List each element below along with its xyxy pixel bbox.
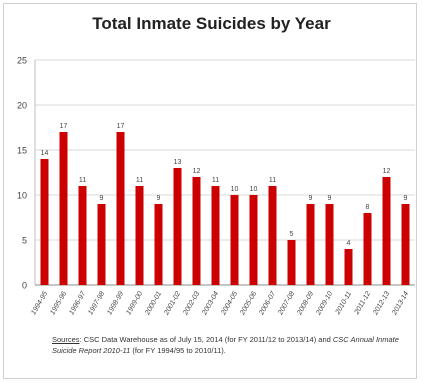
bar (363, 213, 372, 285)
bar (325, 204, 334, 285)
bar (306, 204, 315, 285)
data-label: 10 (231, 186, 239, 193)
y-tick-label: 5 (22, 236, 27, 246)
data-label: 5 (290, 231, 294, 238)
bar (192, 177, 201, 285)
x-tick-label: 2009-10 (315, 290, 334, 317)
data-label: 12 (383, 168, 391, 175)
source-label: Sources (52, 335, 80, 344)
bar (344, 249, 353, 285)
x-tick-label: 2004-05 (220, 290, 239, 317)
bar (40, 159, 49, 285)
axes (34, 60, 415, 286)
x-tick-label: 2002-03 (182, 290, 201, 317)
x-tick-label: 2007-08 (277, 290, 296, 317)
x-tick-label: 1999-00 (125, 290, 144, 316)
data-label: 9 (157, 195, 161, 202)
bar (287, 240, 296, 285)
data-label: 8 (366, 204, 370, 211)
x-tick-label: 1996-97 (68, 290, 87, 317)
gridlines (35, 59, 415, 241)
bar (249, 195, 258, 285)
source-colon: : (79, 335, 82, 344)
data-label: 9 (309, 195, 313, 202)
source-text-1: CSC Data Warehouse as of July 15, 2014 (… (81, 335, 333, 344)
x-tick-label: 1997-98 (87, 290, 106, 316)
x-tick-label: 2006-07 (258, 290, 278, 318)
data-label: 9 (328, 195, 332, 202)
data-label: 4 (347, 240, 351, 247)
bar (59, 132, 68, 285)
x-tick-label: 2005-06 (239, 290, 258, 317)
bar (78, 186, 87, 285)
bar (211, 186, 220, 285)
y-tick-label: 20 (17, 101, 27, 111)
y-tick-label: 0 (22, 281, 27, 291)
x-tick-label: 2001-02 (163, 290, 182, 317)
source-text-2: (for FY 1994/95 to 2010/11). (130, 346, 226, 355)
data-label: 10 (250, 186, 258, 193)
data-labels: 14 17 11 9 17 11 9 13 12 11 10 10 11 5 9 9 4 8 12 9 (41, 123, 408, 247)
bar (382, 177, 391, 285)
bar (135, 186, 144, 285)
chart-title: Total Inmate Suicides by Year (92, 14, 331, 33)
x-tick-label: 2012-13 (372, 290, 391, 317)
data-label: 12 (193, 168, 201, 175)
x-tick-label: 2008-09 (296, 290, 315, 317)
x-tick-label: 2003-04 (201, 290, 220, 317)
x-tick-label: 2010-11 (334, 290, 353, 316)
x-tick-label: 2011-12 (353, 290, 372, 316)
bar (268, 186, 277, 285)
data-label: 11 (136, 177, 143, 184)
source-note: Sources: CSC Data Warehouse as of July 1… (52, 334, 402, 356)
x-tick-label: 2000-01 (144, 290, 163, 317)
data-label: 9 (100, 195, 104, 202)
x-tick-label: 1995-96 (49, 290, 68, 316)
bar (173, 168, 182, 285)
bars (40, 132, 410, 285)
x-tick-label: 1994-95 (30, 290, 49, 316)
bar (154, 204, 163, 285)
data-label: 13 (174, 159, 182, 166)
y-tick-label: 25 (17, 56, 27, 66)
source-report-title: CSC Annual Inmate Suicide Report 2010-11 (52, 335, 399, 355)
x-tick-label: 2013-14 (391, 290, 410, 317)
data-label: 9 (404, 195, 408, 202)
data-label: 11 (212, 177, 219, 184)
data-label: 17 (60, 123, 68, 130)
data-label: 11 (79, 177, 86, 184)
y-tick-label: 15 (17, 146, 27, 156)
bar (97, 204, 106, 285)
bar (401, 204, 410, 285)
bar (116, 132, 125, 285)
bar (230, 195, 239, 285)
data-label: 17 (117, 123, 125, 130)
data-label: 14 (41, 150, 49, 157)
data-label: 11 (269, 177, 276, 184)
x-tick-label: 1998-99 (106, 290, 125, 316)
y-tick-label: 10 (17, 191, 27, 201)
chart-frame (3, 3, 417, 379)
